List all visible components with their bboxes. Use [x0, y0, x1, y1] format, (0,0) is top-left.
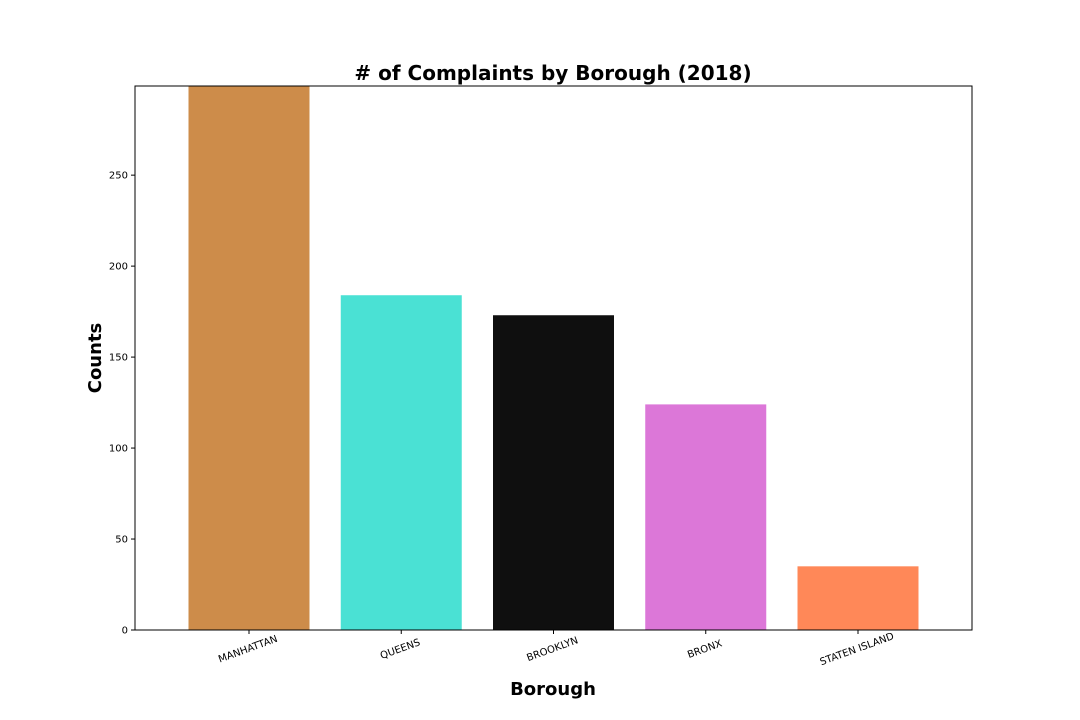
x-axis: MANHATTAN QUEENS BROOKLYN BRONX STATEN ISLAN… [217, 630, 896, 668]
bar-brooklyn [493, 315, 614, 630]
x-tick-label: BROOKLYN [525, 635, 579, 664]
y-axis-label: Counts [85, 323, 106, 394]
bar-queens [340, 295, 462, 630]
x-tick-label: MANHATTAN [217, 634, 279, 666]
y-tick-label: 100 [109, 444, 128, 455]
y-tick-label: 200 [109, 262, 128, 273]
y-tick-label: 250 [109, 171, 128, 182]
chart-title: # of Complaints by Borough (2018) [354, 61, 751, 85]
bar-bronx [645, 404, 767, 630]
bars-layer [188, 86, 919, 630]
y-tick-label: 150 [109, 353, 128, 364]
y-axis: 0 50 100 150 200 250 [109, 171, 135, 637]
x-tick-label: STATEN ISLAND [819, 631, 896, 668]
bar-manhattan [188, 86, 310, 630]
bar-staten-island [797, 566, 919, 630]
x-axis-label: Borough [510, 679, 596, 700]
x-tick-label: QUEENS [379, 637, 422, 662]
y-tick-label: 0 [122, 626, 128, 637]
y-tick-label: 50 [115, 535, 128, 546]
plot-area-frame [134, 85, 973, 631]
x-tick-label: BRONX [686, 638, 724, 661]
